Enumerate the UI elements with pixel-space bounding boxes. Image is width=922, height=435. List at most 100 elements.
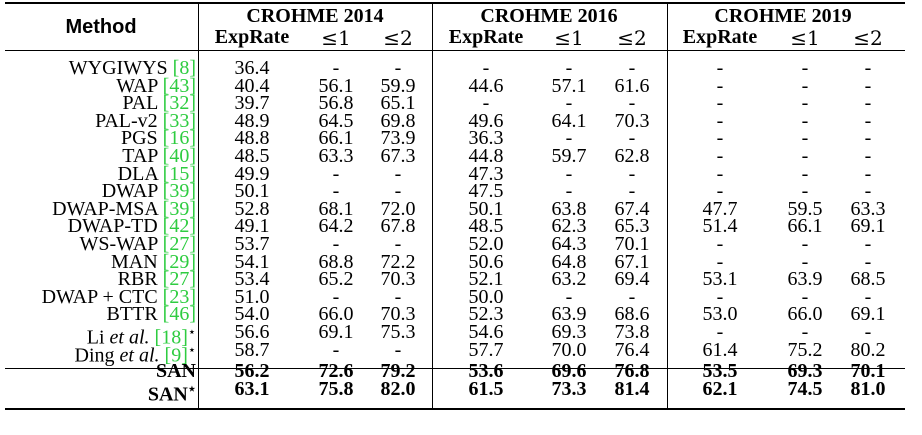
table-cell: 53.0: [702, 303, 738, 326]
table-cell: 67.1: [614, 250, 650, 273]
table-cell: 53.7: [234, 233, 270, 255]
table-cell: -: [716, 180, 724, 203]
table-cell: -: [716, 145, 724, 167]
method-name: RBR [27]: [117, 268, 196, 291]
group-header: CROHME 2016: [480, 5, 618, 27]
table-cell: 48.5: [468, 215, 504, 238]
table-cell: 36.4: [234, 57, 270, 79]
table-cell: 47.3: [468, 162, 504, 185]
table-cell: 57.1: [551, 74, 587, 97]
metric-header: ExpRate: [682, 26, 758, 48]
table-cell: 70.3: [380, 303, 416, 326]
metric-header: ≤1: [554, 26, 584, 50]
table-cell: -: [801, 321, 809, 343]
table-cell: 64.2: [318, 215, 354, 238]
table-cell: 67.4: [614, 197, 650, 220]
table-cell: 52.1: [468, 268, 504, 291]
table-cell: -: [864, 250, 872, 273]
table-cell: 63.9: [787, 268, 823, 291]
table-cell: 63.2: [551, 268, 587, 291]
table-cell: 66.0: [318, 303, 354, 326]
table-cell: -: [394, 285, 402, 308]
table-cell: -: [565, 285, 573, 308]
table-cell: 61.5: [468, 377, 504, 400]
method-name: SAN: [155, 360, 196, 383]
column-divider: [667, 4, 668, 408]
header-rule: [5, 50, 905, 51]
table-cell: 66.1: [787, 215, 823, 238]
table-cell: 59.9: [380, 74, 416, 97]
table-cell: -: [394, 338, 402, 361]
column-divider: [198, 4, 199, 408]
table-cell: 67.3: [380, 145, 416, 167]
table-cell: 73.3: [551, 377, 587, 400]
table-cell: 50.0: [468, 285, 504, 308]
table-cell: 68.5: [850, 268, 886, 291]
table-cell: -: [864, 321, 872, 343]
table-cell: 39.7: [234, 92, 270, 115]
table-cell: 49.9: [234, 162, 270, 185]
table-cell: -: [716, 57, 724, 79]
table-cell: 72.0: [380, 197, 416, 220]
method-name: PGS [16]: [120, 127, 196, 150]
table-cell: 70.3: [380, 268, 416, 291]
table-cell: 56.6: [234, 321, 270, 343]
table-cell: -: [332, 180, 340, 203]
table-cell: 56.1: [318, 74, 354, 97]
table-cell: 62.1: [702, 377, 738, 400]
table-cell: -: [716, 285, 724, 308]
table-cell: 72.6: [318, 360, 354, 383]
table-cell: 61.6: [614, 74, 650, 97]
table-cell: -: [864, 145, 872, 167]
table-cell: 70.1: [614, 233, 650, 255]
table-cell: 81.4: [614, 377, 650, 400]
table-cell: 70.0: [551, 338, 587, 361]
table-cell: -: [864, 162, 872, 185]
table-cell: -: [864, 285, 872, 308]
table-cell: -: [628, 92, 636, 115]
table-cell: 50.1: [468, 197, 504, 220]
table-cell: -: [716, 127, 724, 150]
table-cell: -: [716, 109, 724, 132]
top-rule: [5, 2, 905, 4]
table-cell: 54.0: [234, 303, 270, 326]
table-cell: -: [864, 57, 872, 79]
table-cell: -: [801, 250, 809, 273]
table-cell: 51.4: [702, 215, 738, 238]
table-cell: 62.3: [551, 215, 587, 238]
table-cell: 53.5: [702, 360, 738, 383]
table-cell: -: [864, 180, 872, 203]
table-cell: 57.7: [468, 338, 504, 361]
table-cell: 52.8: [234, 197, 270, 220]
metric-header: ExpRate: [448, 26, 524, 48]
table-cell: 63.8: [551, 197, 587, 220]
method-name: DLA [15]: [117, 162, 196, 185]
table-cell: 48.8: [234, 127, 270, 150]
table-cell: 62.8: [614, 145, 650, 167]
method-name: WYGIWYS [8]: [68, 57, 196, 79]
table-cell: -: [801, 92, 809, 115]
table-cell: -: [864, 233, 872, 255]
table-cell: 64.5: [318, 109, 354, 132]
table-cell: 44.6: [468, 74, 504, 97]
metric-header: ExpRate: [214, 26, 290, 48]
table-cell: 49.6: [468, 109, 504, 132]
table-cell: 63.1: [234, 377, 270, 400]
table-cell: 52.0: [468, 233, 504, 255]
metric-header: ≤2: [383, 26, 413, 50]
table-cell: 49.1: [234, 215, 270, 238]
table-cell: -: [716, 321, 724, 343]
table-cell: -: [565, 92, 573, 115]
method-name: PAL-v2 [33]: [95, 109, 196, 132]
table-cell: 66.0: [787, 303, 823, 326]
table-cell: 69.4: [614, 268, 650, 291]
column-divider: [432, 4, 433, 408]
method-header: Method: [65, 16, 137, 38]
method-name: TAP [40]: [122, 145, 196, 167]
table-cell: 63.3: [318, 145, 354, 167]
table-cell: -: [801, 109, 809, 132]
method-name: PAL [32]: [122, 92, 196, 115]
table-cell: 75.3: [380, 321, 416, 343]
table-cell: 74.5: [787, 377, 823, 400]
method-name: DWAP-MSA [39]: [52, 197, 196, 220]
